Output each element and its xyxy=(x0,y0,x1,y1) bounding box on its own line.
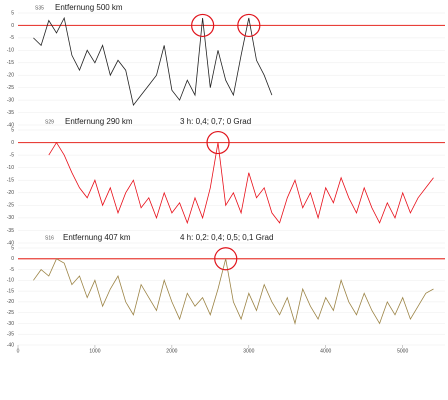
x-tick-label: 3000 xyxy=(243,348,254,354)
x-tick-label: 1000 xyxy=(89,348,100,354)
x-tick-label: 5000 xyxy=(397,348,408,354)
y-tick-label: -5 xyxy=(10,152,15,158)
y-tick-label: -40 xyxy=(7,342,14,348)
y-tick-label: -30 xyxy=(7,215,14,221)
y-tick-label: -20 xyxy=(7,190,14,196)
panel-subtitle: 3 h: 0,4; 0,7; 0 Grad xyxy=(180,117,251,126)
y-tick-label: -30 xyxy=(7,97,14,103)
highlight-circle xyxy=(214,247,238,271)
y-tick-label: -35 xyxy=(7,332,14,338)
panel-title: Entfernung 407 km xyxy=(63,233,131,242)
y-tick-label: 0 xyxy=(11,140,14,146)
x-tick-label: 2000 xyxy=(166,348,177,354)
y-tick-label: -15 xyxy=(7,288,14,294)
highlight-circle xyxy=(191,13,215,38)
y-tick-label: -20 xyxy=(7,73,14,79)
y-tick-label: -35 xyxy=(7,110,14,116)
y-tick-label: -5 xyxy=(10,267,15,273)
data-line xyxy=(33,16,273,107)
y-tick-label: 0 xyxy=(11,256,14,262)
y-tick-label: -15 xyxy=(7,178,14,184)
y-tick-label: 5 xyxy=(11,10,14,16)
panel-title: Entfernung 500 km xyxy=(55,3,123,12)
data-line xyxy=(48,141,434,225)
y-tick-label: -30 xyxy=(7,321,14,327)
y-tick-label: -15 xyxy=(7,60,14,66)
highlight-circle xyxy=(206,130,230,155)
y-tick-label: -25 xyxy=(7,203,14,209)
panel-subtitle: 4 h: 0,2: 0,4; 0,5; 0,1 Grad xyxy=(180,233,273,242)
data-line xyxy=(33,258,434,325)
y-tick-label: -35 xyxy=(7,228,14,234)
panel-label: S16 xyxy=(45,235,54,241)
panel-label: S35 xyxy=(35,5,44,11)
x-tick-label: 0 xyxy=(17,348,20,354)
y-tick-label: -40 xyxy=(7,122,14,128)
y-tick-label: -10 xyxy=(7,278,14,284)
y-tick-label: -25 xyxy=(7,310,14,316)
y-tick-label: 0 xyxy=(11,23,14,29)
y-tick-label: -40 xyxy=(7,240,14,246)
x-tick-label: 4000 xyxy=(320,348,331,354)
panel-label: S29 xyxy=(45,119,54,125)
y-tick-label: -25 xyxy=(7,85,14,91)
highlight-circle xyxy=(237,13,261,38)
y-tick-label: -10 xyxy=(7,165,14,171)
panel-title: Entfernung 290 km xyxy=(65,117,133,126)
y-tick-label: 5 xyxy=(11,127,14,133)
y-tick-label: -10 xyxy=(7,48,14,54)
y-tick-label: 5 xyxy=(11,245,14,251)
y-tick-label: -20 xyxy=(7,299,14,305)
y-tick-label: -5 xyxy=(10,35,15,41)
